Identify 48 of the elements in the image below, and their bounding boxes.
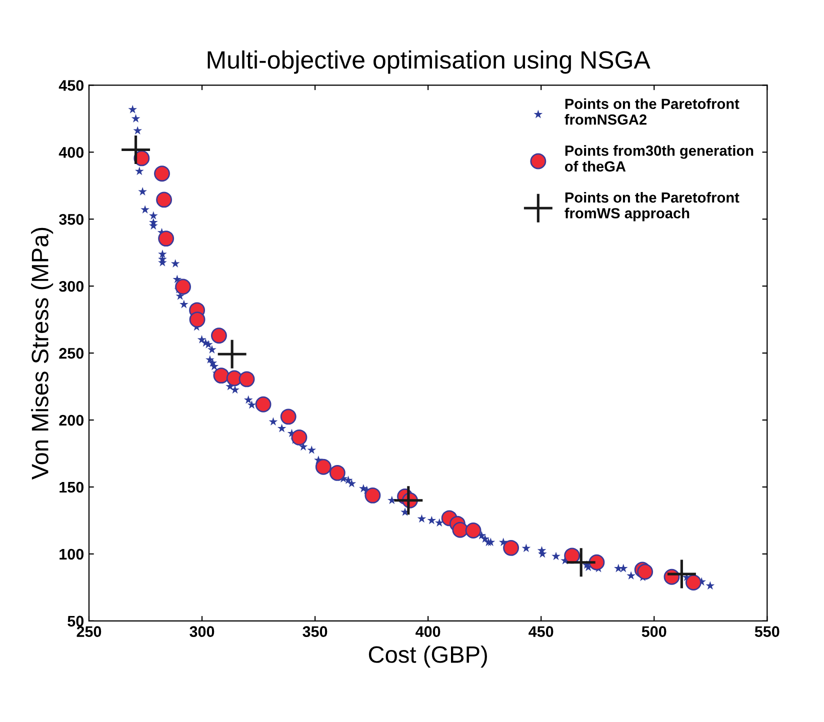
point — [189, 312, 206, 328]
y-tick-label: 100 — [60, 548, 84, 560]
x-tick-label: 450 — [528, 626, 554, 638]
point — [465, 522, 482, 538]
legend-label: Points on the Paretofront fromWS approach — [564, 192, 740, 222]
point — [315, 458, 332, 475]
point — [685, 574, 702, 590]
y-tick-label: 200 — [59, 414, 84, 426]
y-tick-label: 450 — [58, 80, 84, 91]
point — [452, 522, 468, 538]
point — [637, 564, 654, 580]
point — [566, 548, 596, 577]
chart-title: Multi-objective optimisation using NSGA — [208, 50, 650, 74]
point — [238, 371, 255, 388]
point — [210, 328, 227, 344]
point — [122, 136, 150, 164]
point — [667, 560, 696, 588]
x-axis-title: Cost (GBP) — [368, 646, 487, 668]
x-tick-label: 250 — [76, 626, 102, 638]
y-tick-label: 250 — [59, 348, 84, 359]
x-tick-label: 300 — [190, 626, 214, 638]
point — [564, 548, 580, 564]
point — [218, 340, 246, 368]
x-tick-label: 350 — [302, 626, 328, 638]
point — [156, 192, 172, 208]
point — [329, 464, 346, 481]
point — [158, 230, 174, 247]
x-tick-label: 400 — [416, 626, 440, 638]
y-tick-label: 350 — [58, 214, 84, 225]
point — [588, 554, 605, 570]
point — [154, 166, 170, 182]
x-tick-label: 500 — [642, 626, 666, 638]
point — [280, 408, 296, 425]
point — [255, 396, 272, 412]
y-tick-label: 300 — [58, 280, 84, 292]
point — [291, 429, 308, 446]
point — [394, 486, 423, 515]
point — [175, 278, 192, 295]
point — [503, 540, 520, 556]
point — [213, 368, 230, 384]
legend-label: Points from30th generation of theGA — [564, 145, 754, 172]
x-tick-label: 550 — [754, 626, 780, 638]
point — [364, 487, 381, 504]
legend-label: Points on the Paretofront fromNSGA2 — [564, 98, 740, 125]
y-tick-label: 50 — [68, 616, 84, 627]
y-tick-label: 400 — [58, 147, 84, 158]
y-tick-label: 150 — [60, 482, 84, 493]
y-axis-title: Von Mises Stress (MPa) — [31, 228, 54, 480]
